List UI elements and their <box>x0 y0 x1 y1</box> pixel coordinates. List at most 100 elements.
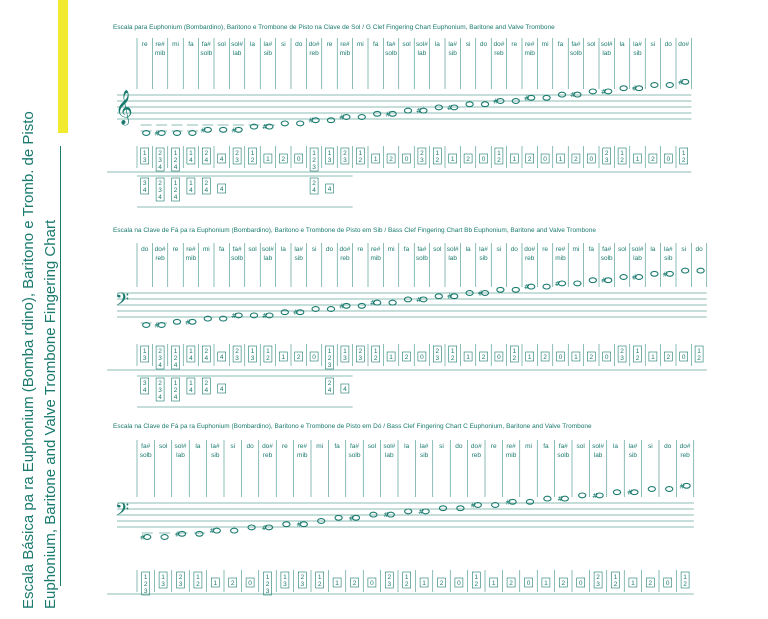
note-name: fa# <box>417 246 426 253</box>
fingering-digit: 1 <box>636 156 640 163</box>
fingering-box <box>556 351 565 362</box>
fingering-digit: 1 <box>143 150 147 157</box>
fingering-box <box>540 153 550 164</box>
note-name: do# <box>493 41 504 48</box>
note-name-alt: sib <box>449 50 458 57</box>
note-name-alt: sib <box>664 255 673 262</box>
fingering-digit: 3 <box>158 157 162 164</box>
note-name: do <box>455 443 463 450</box>
fingering-digit: 3 <box>387 581 391 588</box>
note-name: re# <box>556 246 566 253</box>
note-head <box>473 502 482 508</box>
fingering-box <box>158 571 168 589</box>
fingering-digit: 1 <box>422 580 426 587</box>
fingering-digit: 1 <box>174 150 178 157</box>
fingering-digit: 0 <box>559 354 563 361</box>
fingering-box <box>694 345 704 363</box>
note-name: mi <box>572 246 579 253</box>
note-name: mi <box>203 246 210 253</box>
note-head <box>299 521 308 528</box>
note-name: re# <box>298 443 308 450</box>
fingering-digit: 3 <box>179 581 183 588</box>
fingering-digit: 0 <box>666 580 670 587</box>
note-name-alt: lab <box>633 255 642 262</box>
note-head <box>249 123 259 130</box>
note-head <box>557 91 567 98</box>
fingering-box <box>325 147 334 165</box>
fingering-box <box>663 153 673 164</box>
note-head <box>634 274 644 280</box>
note-name: la <box>435 41 440 48</box>
note-name: re <box>327 41 333 48</box>
note-name-alt: reb <box>263 452 273 459</box>
fingering-box <box>278 351 288 362</box>
fingering-digit: 1 <box>281 354 285 361</box>
fingering-box <box>541 577 551 588</box>
note-name: do# <box>262 443 273 450</box>
note-head <box>311 306 320 312</box>
note-head <box>203 126 212 133</box>
note-name: la# <box>448 41 457 48</box>
note-name-alt: sib <box>633 50 642 57</box>
note-name: re <box>542 246 548 253</box>
note-head <box>334 514 343 521</box>
fingering-digit: 2 <box>543 354 547 361</box>
note-name: la# <box>629 443 638 450</box>
note-name: la# <box>211 443 220 450</box>
fingering-digit: 1 <box>266 348 270 355</box>
fingering-digit: 1 <box>651 354 655 361</box>
note-name: sol <box>402 41 411 48</box>
fingering-digit: 1 <box>251 150 255 157</box>
fingering-box <box>576 577 586 588</box>
alt-fingering-digit: 3 <box>143 180 147 187</box>
note-head <box>527 283 536 290</box>
note-head <box>203 315 212 322</box>
alt-fingering-digit: 4 <box>158 394 162 401</box>
note-head <box>404 508 413 515</box>
note-name-alt: mib <box>297 452 308 459</box>
fingering-digit: 2 <box>196 581 200 588</box>
alt-fingering-digit: 4 <box>143 387 147 394</box>
note-name-alt: lab <box>233 50 242 57</box>
note-name-alt: solb <box>349 452 361 459</box>
fingering-box <box>402 351 411 362</box>
fingering-box <box>633 345 642 363</box>
fingering-digit: 1 <box>266 574 270 581</box>
note-name: re <box>142 41 148 48</box>
sharp-icon: # <box>632 85 638 93</box>
fingering-box <box>509 345 519 363</box>
note-head <box>456 505 465 512</box>
note-name: fa <box>543 443 549 450</box>
fingering-digit: 2 <box>620 348 624 355</box>
fingering-digit: 3 <box>300 581 304 588</box>
note-head <box>511 98 520 104</box>
fingering-digit: 2 <box>528 156 532 163</box>
note-name: fa <box>589 246 595 253</box>
note-name: re# <box>340 41 350 48</box>
fingering-digit: 1 <box>328 150 332 157</box>
note-name: si <box>681 246 686 253</box>
fingering-box <box>663 577 673 588</box>
note-name: sol# <box>447 246 459 253</box>
fingering-digit: 2 <box>620 157 624 164</box>
note-name: la <box>466 246 471 253</box>
fingering-digit: 2 <box>509 580 513 587</box>
fingering-digit: 1 <box>251 348 255 355</box>
note-head <box>630 489 639 496</box>
fingering-digit: 4 <box>158 164 162 171</box>
fingering-digit: 2 <box>589 354 593 361</box>
note-name: sol <box>433 246 442 253</box>
fingering-digit: 0 <box>248 580 252 587</box>
fingering-digit: 1 <box>189 150 193 157</box>
sharp-icon: # <box>262 524 268 532</box>
fingering-box <box>628 577 638 588</box>
note-head <box>682 482 691 489</box>
fingering-digit: 2 <box>353 580 357 587</box>
fingering-box <box>263 345 273 363</box>
fingering-digit: 0 <box>543 156 547 163</box>
note-name: si <box>648 443 653 450</box>
fingering-digit: 0 <box>420 354 424 361</box>
note-head <box>388 110 397 117</box>
note-head <box>578 492 587 499</box>
note-head <box>450 293 459 300</box>
